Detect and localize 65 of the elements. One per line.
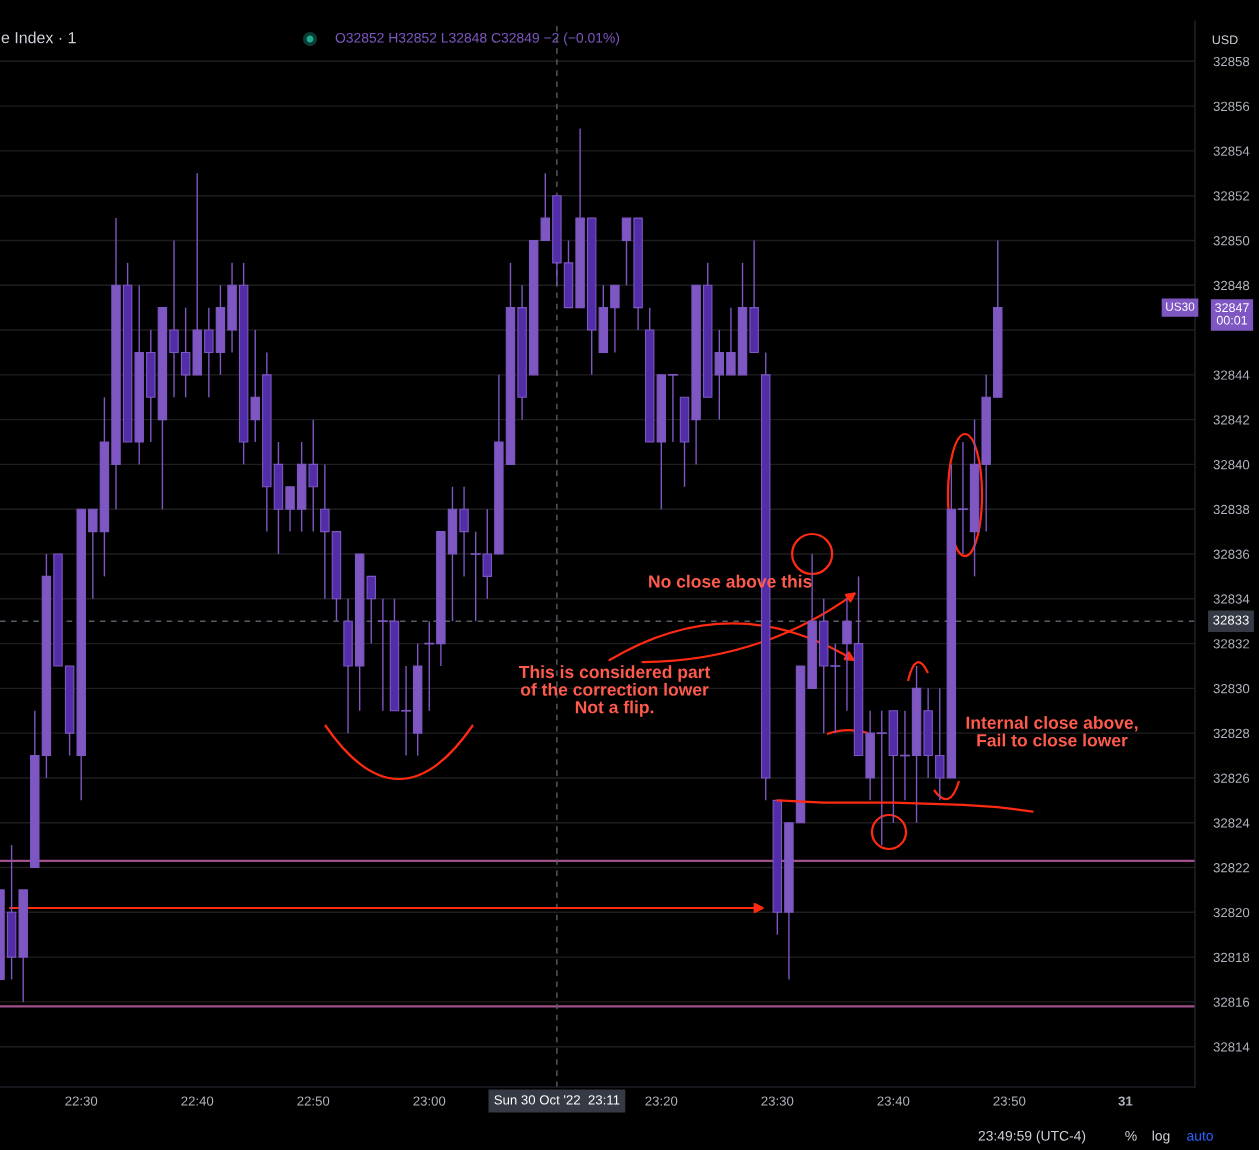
candlestick <box>667 374 678 443</box>
x-tick-label: 23:00 <box>413 1096 446 1106</box>
x-tick-label: 22:40 <box>181 1096 214 1106</box>
y-tick-label: 32854 <box>1213 146 1250 156</box>
text: US30 <box>1166 302 1195 311</box>
y-tick-label: 32814 <box>1213 1042 1250 1052</box>
y-tick-label: 32826 <box>1213 773 1250 783</box>
y-tick-label: 32858 <box>1213 56 1250 67</box>
annotation: Internal close above, Fail to close lower <box>966 716 1138 747</box>
x-tick-label: 23:30 <box>761 1096 794 1106</box>
text: e Index · 1 <box>1 31 76 44</box>
y-tick-label: 32828 <box>1213 728 1250 739</box>
candlestick <box>726 306 736 376</box>
text: O32852 H32852 L32848 C32849 −2 (−0.01%) <box>335 32 620 46</box>
y-tick-label: 32856 <box>1213 101 1250 112</box>
candlestick <box>935 687 945 802</box>
x-tick-label: 22:50 <box>297 1096 330 1106</box>
line-series <box>776 799 1034 813</box>
candlestick <box>308 418 318 533</box>
candlestick <box>459 486 469 578</box>
candlestick <box>88 508 98 600</box>
x-tick-label: 23:20 <box>645 1096 678 1106</box>
x-tick-label: 23:50 <box>993 1096 1026 1106</box>
text: log <box>1152 1130 1170 1144</box>
y-tick-label: 32848 <box>1213 280 1250 291</box>
y-tick-label: 32850 <box>1213 236 1250 246</box>
candlestick <box>366 575 376 645</box>
y-tick-label: 32824 <box>1213 818 1250 828</box>
ref-line-label: Sun 30 Oct '22 23:11 <box>494 1095 620 1105</box>
text: % <box>1125 1130 1137 1141</box>
candlestick <box>842 598 852 712</box>
candlestick <box>621 217 632 286</box>
text: 32847 00:01 <box>1215 303 1249 325</box>
y-axis-title: USD <box>1212 35 1238 45</box>
candlestick <box>957 441 968 555</box>
x-tick-label: 23:40 <box>877 1096 910 1106</box>
candlestick <box>320 463 330 600</box>
candlestick <box>250 329 260 443</box>
y-tick-label: 32838 <box>1213 504 1250 515</box>
y-tick-label: 32816 <box>1213 997 1250 1007</box>
candlestick <box>180 306 191 398</box>
x-tick-label: 31 <box>1118 1096 1133 1106</box>
y-tick-label: 32844 <box>1213 370 1250 380</box>
text: auto <box>1187 1131 1213 1141</box>
candlestick <box>876 710 887 846</box>
y-tick-label: 32822 <box>1213 863 1250 873</box>
y-tick-label: 32842 <box>1213 415 1250 425</box>
y-tick-label: 32852 <box>1213 191 1250 201</box>
candlestick <box>285 486 295 533</box>
text: 23:49:59 (UTC-4) <box>978 1130 1086 1144</box>
y-tick-label: 32836 <box>1213 549 1250 559</box>
y-tick-label: 32818 <box>1213 952 1250 963</box>
y-tick-label: 32820 <box>1213 907 1250 918</box>
y-tick-label: 32832 <box>1213 639 1250 649</box>
candlestick <box>204 306 214 398</box>
x-tick-label: 22:30 <box>65 1096 98 1106</box>
candlestick <box>169 239 179 398</box>
candlestick <box>610 284 620 354</box>
candlestick <box>401 665 412 757</box>
y-tick-label: 32830 <box>1213 683 1250 694</box>
annotation: This is considered part of the correction lower Not a flip. <box>518 665 711 717</box>
ref-line-label: 32833 <box>1213 615 1249 625</box>
y-tick-label: 32834 <box>1213 594 1250 604</box>
y-tick-label: 32840 <box>1213 459 1250 470</box>
candlestick <box>377 598 388 712</box>
